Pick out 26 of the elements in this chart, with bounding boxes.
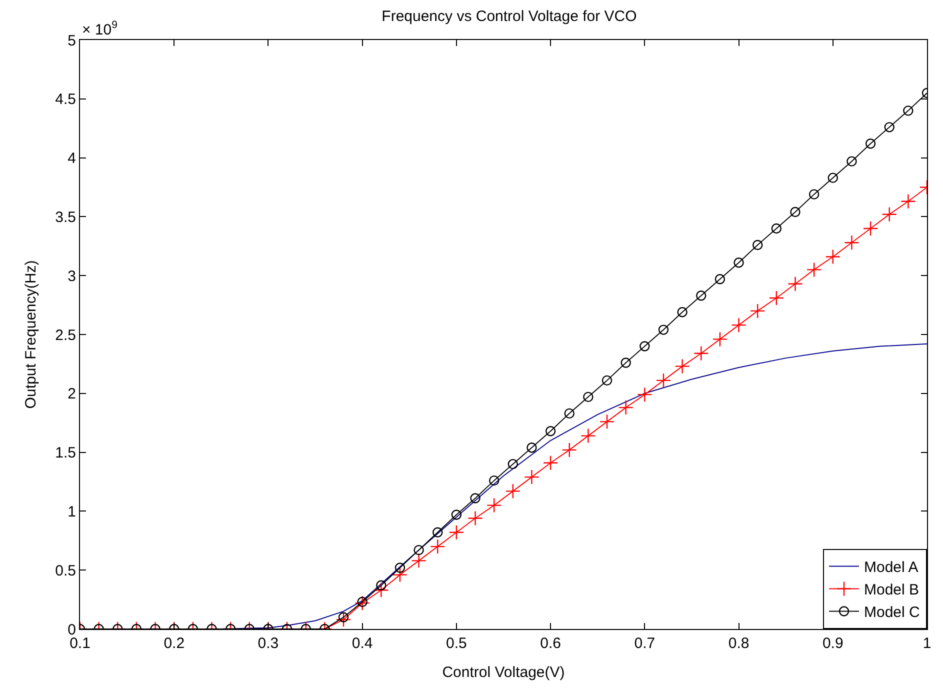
text: × 10$^{9}$ xyxy=(82,19,118,38)
y-tick-label: 0.5 xyxy=(55,562,76,580)
x-tick-label: 0.6 xyxy=(540,635,561,652)
y-tick-label: 2 xyxy=(68,386,76,403)
y-tick-label: 5 xyxy=(68,32,76,50)
x-tick-label: 0.2 xyxy=(164,635,185,652)
y-tick-label: 1.5 xyxy=(55,444,76,462)
y-tick-label: 3.5 xyxy=(55,208,76,226)
legend-label: Model B xyxy=(864,582,920,599)
x-tick-label: 0.9 xyxy=(822,635,844,652)
y-tick-label: 1 xyxy=(68,503,76,520)
x-tick-label: 0.8 xyxy=(728,635,750,652)
x-tick-label: 0.5 xyxy=(446,635,467,652)
x-axis-title: Control Voltage(V) xyxy=(442,664,565,681)
legend-label: Model C xyxy=(864,604,920,622)
y-tick-label: 4.5 xyxy=(55,91,76,108)
y-tick-label: 2.5 xyxy=(55,326,76,344)
chart-title: Frequency vs Control Voltage for VCO xyxy=(382,8,637,25)
legend-label: Model A xyxy=(864,559,918,576)
y-tick-label: 3 xyxy=(68,268,76,285)
x-tick-label: 0.4 xyxy=(352,635,373,652)
x-tick-label: 0.3 xyxy=(258,635,279,652)
y-tick-label: 4 xyxy=(68,150,76,168)
x-tick-label: 0.7 xyxy=(634,635,656,652)
x-tick-label: 1 xyxy=(922,635,932,652)
y-axis-title: Output Frequency(Hz) xyxy=(22,260,40,409)
